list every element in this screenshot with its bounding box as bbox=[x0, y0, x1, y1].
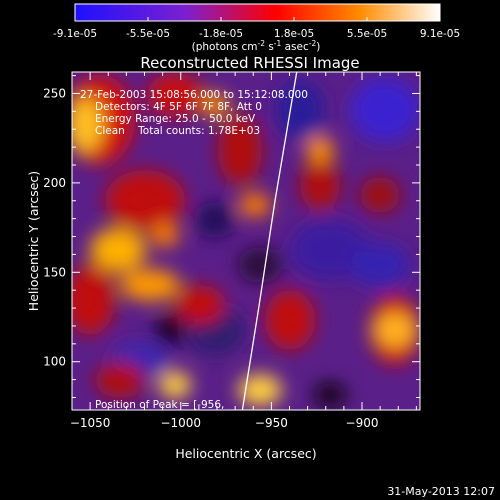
colorbar bbox=[74, 3, 441, 22]
peak-position-label: Position of Peak = [-956, bbox=[95, 399, 224, 411]
y-tick-label: 150 bbox=[43, 265, 66, 279]
heatmap-emission bbox=[72, 73, 420, 407]
colorbar-tick-label: 5.5e-05 bbox=[347, 28, 387, 40]
x-tick-label: −1000 bbox=[160, 416, 201, 430]
colorbar-tick-label: -1.8e-05 bbox=[199, 28, 243, 40]
colorbar-tick-label: -5.5e-05 bbox=[126, 28, 170, 40]
x-tick-label: −950 bbox=[255, 416, 288, 430]
plot-frame bbox=[71, 71, 421, 411]
heatmap: Position of Peak = [-956, bbox=[72, 72, 420, 411]
colorbar-tick-label: 1.8e-05 bbox=[274, 28, 314, 40]
solar-limb-line bbox=[241, 72, 298, 410]
annotation-block: 27-Feb-2003 15:08:56.000 to 15:12:08.000… bbox=[80, 89, 308, 137]
colorbar-tick-label: -9.1e-05 bbox=[53, 28, 97, 40]
annotation-detectors: Detectors: 4F 5F 6F 7F 8F, Att 0 bbox=[95, 101, 262, 113]
x-axis-label: Heliocentric X (arcsec) bbox=[175, 446, 316, 461]
footer-timestamp: 31-May-2013 12:07 bbox=[387, 485, 495, 498]
x-tick-label: −900 bbox=[346, 416, 379, 430]
colorbar-ticks: -9.1e-05 -5.5e-05 -1.8e-05 1.8e-05 5.5e-05 9.… bbox=[53, 17, 460, 40]
annotation-energy-range: Energy Range: 25.0 - 50.0 keV bbox=[95, 113, 256, 125]
annotation-time-range: 27-Feb-2003 15:08:56.000 to 15:12:08.000 bbox=[80, 89, 308, 101]
x-tick-label: −1050 bbox=[70, 416, 111, 430]
chart-title: Reconstructed RHESSI Image bbox=[140, 54, 359, 72]
axis-ticks: −1050 −1000 −950 −900 100 150 200 250 bbox=[43, 72, 420, 430]
y-tick-label: 250 bbox=[43, 86, 66, 100]
colorbar-unit-label: (photons cm-2 s-1 asec-2) bbox=[192, 39, 321, 53]
y-axis-label: Heliocentric Y (arcsec) bbox=[26, 171, 41, 311]
y-tick-label: 100 bbox=[43, 355, 66, 369]
y-tick-label: 200 bbox=[43, 176, 66, 190]
annotation-clean-counts: Clean Total counts: 1.78E+03 bbox=[95, 125, 260, 137]
colorbar-tick-label: 9.1e-05 bbox=[420, 28, 460, 40]
